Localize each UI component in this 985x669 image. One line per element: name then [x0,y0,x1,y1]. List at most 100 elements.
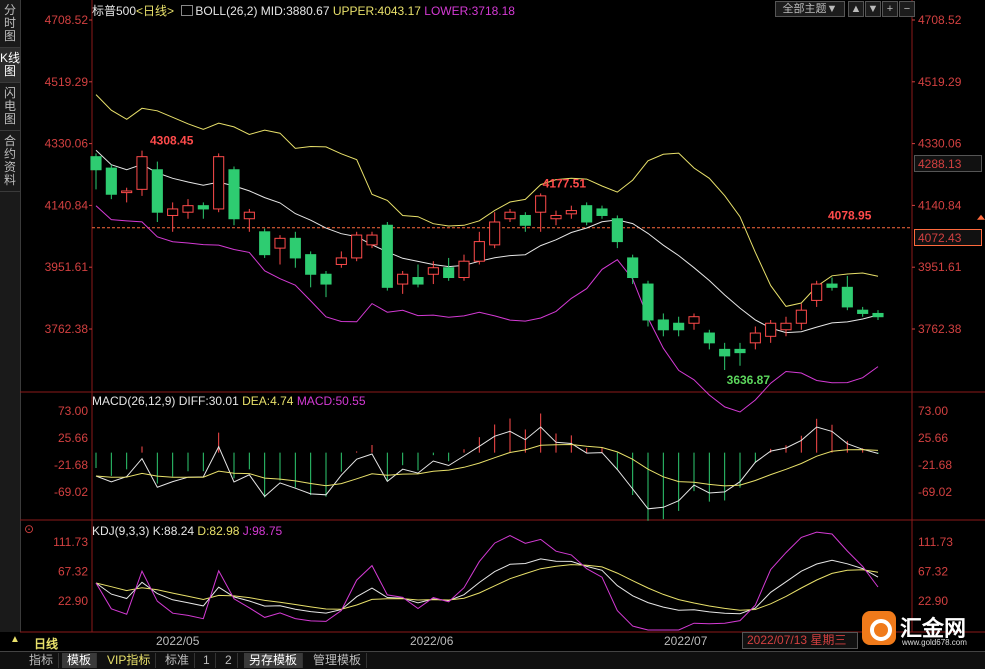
candle-body [427,267,439,275]
period-tab-label[interactable]: 日线 [34,637,59,651]
price-axis-label-left: 3762.38 [45,322,89,336]
macd-axis-label-right: -21.68 [918,458,952,472]
zoom-in-icon[interactable]: + [882,1,898,17]
candle-body [519,214,531,226]
candle-body [550,214,562,220]
price-axis-label-right: 4708.52 [918,13,962,27]
axis-labels: 4708.52 4708.52 4519.29 4519.29 4330.06 4330.… [45,13,985,608]
tab-flash-chart[interactable]: 闪电图 [0,83,20,131]
candle-body [872,312,884,318]
boll-mid-line [95,149,879,334]
boll-icon [181,5,194,16]
zoom-out-icon[interactable]: − [899,1,915,17]
chevron-up-icon[interactable]: ▲ [848,1,864,17]
tab-label: K线图 [0,51,21,78]
macd-axis-label-left: 25.66 [58,431,88,445]
candle-body [381,224,393,288]
tab-indicators[interactable]: 指标 [24,653,60,668]
kdj-axis-label-right: 111.73 [918,535,953,549]
candle-body [412,277,424,285]
kdj-axis-label-left: 22.90 [58,594,88,608]
candle-body [228,169,240,220]
chart-grid [20,0,985,633]
candle-body [642,283,654,321]
logo-text: 汇金网 [900,616,967,641]
candle-body [320,273,332,285]
macd-axis-label-right: 25.66 [918,431,948,445]
candle-body [826,283,838,288]
tab-save-template[interactable]: 另存模板 [244,653,304,668]
tab-time-chart[interactable]: 分时图 [0,0,20,48]
candle-body [765,322,777,337]
boll-upper-line [95,94,879,307]
collapse-arrow-icon[interactable]: ▲ [10,634,20,645]
candle-body [397,273,409,285]
macd-header: MACD(26,12,9) DIFF:30.01 DEA:4.74 MACD:5… [92,394,366,408]
price-axis-label-right: 3762.38 [918,322,962,336]
tab-manage-templates[interactable]: 管理模板 [308,653,368,668]
boll-lower: LOWER:3718.18 [424,4,515,18]
candle-body [351,234,363,259]
tab-vip-indicators[interactable]: VIP指标 [102,653,157,668]
candle-body [581,205,593,223]
macd-diff-line [95,426,879,510]
candle-body [90,156,102,171]
candle-body [841,286,853,308]
tab-standard[interactable]: 标准 [160,653,196,668]
candle-body [213,156,225,210]
price-axis-label-left: 4330.06 [45,137,89,151]
month-label: 2022/05 [156,634,200,648]
candle-body [182,205,194,213]
tab-template-2[interactable]: 2 [220,653,238,668]
price-annotation: 4308.45 [150,134,194,148]
tab-contract-info[interactable]: 合约资料 [0,131,20,192]
tab-template-1[interactable]: 1 [198,653,216,668]
candle-body [565,210,577,215]
kdj-title: KDJ(9,3,3) [92,524,150,538]
tab-label: 合约资料 [3,134,16,187]
settings-icon[interactable]: ⊙ [24,522,35,536]
macd-axis-label-right: -69.02 [918,485,952,499]
candle-body [780,322,792,331]
current-price-box: 4072.43 [914,229,982,246]
price-annotation: 3636.87 [727,373,771,387]
boll-lower-line [95,205,879,413]
candle-body [703,332,715,344]
symbol-name: 标普500 [92,4,137,18]
candle-body [335,257,347,265]
chevron-down-icon[interactable]: ▼ [865,1,881,17]
price-axis-label-left: 4140.84 [45,198,89,212]
kdj-axis-label-right: 67.32 [918,564,948,578]
logo-url: www.gold678.com [902,638,967,647]
price-axis-label-left: 4708.52 [45,13,89,27]
boll-bands [95,94,879,413]
candle-body [443,267,455,279]
candle-body [657,319,669,331]
candle-body [596,208,608,216]
tab-kline-chart[interactable]: K线图 [0,48,20,83]
macd-panel [95,413,879,521]
macd-dea: DEA:4.74 [242,394,294,408]
date-readout: 2022/07/13 星期三 [742,632,858,649]
candle-body [627,257,639,279]
candle-body [274,237,286,249]
price-axis-label-left: 3951.61 [45,260,89,274]
boll-upper: UPPER:4043.17 [332,4,421,18]
tab-templates[interactable]: 模板 [62,653,98,668]
candle-body [259,231,271,256]
tab-label: 分时图 [3,3,16,43]
candle-body [121,190,133,194]
candle-body [167,208,179,216]
macd-title: MACD(26,12,9) [92,394,176,408]
price-axis-label-left: 4519.29 [45,75,89,89]
kdj-j: J:98.75 [242,524,283,538]
kdj-k: K:88.24 [152,524,195,538]
gold678-logo: 汇金网 www.gold678.com [862,611,978,648]
tab-label: 闪电图 [3,86,16,126]
candle-body [243,211,255,220]
price-axis-label-right: 4330.06 [918,137,962,151]
price-axis-label-right: 4519.29 [918,75,962,89]
period-label[interactable]: <日线> [136,4,175,18]
theme-select[interactable]: 全部主题▼ [775,1,845,17]
